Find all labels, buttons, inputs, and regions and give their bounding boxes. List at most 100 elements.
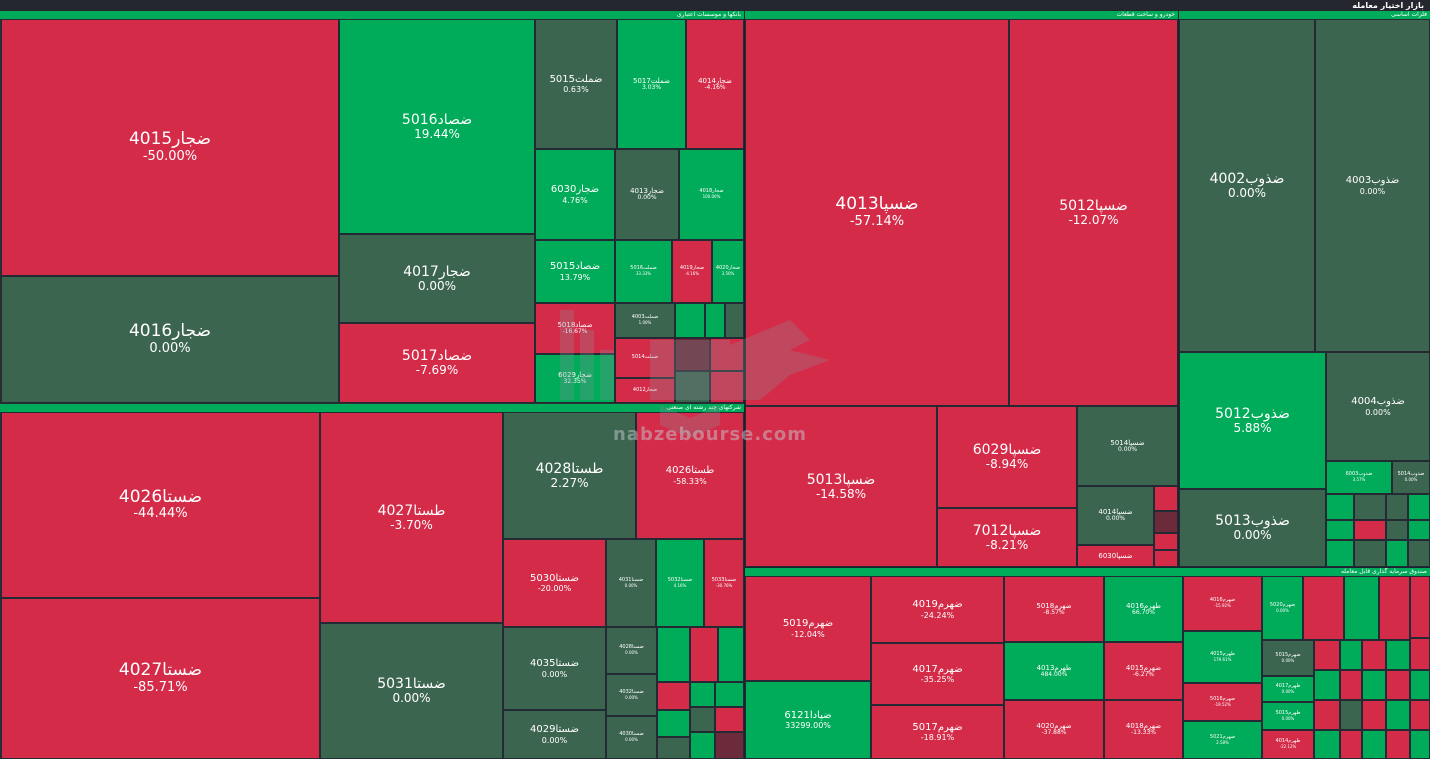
stock-tile[interactable] [1386, 640, 1410, 670]
stock-tile[interactable] [1154, 486, 1178, 511]
stock-tile[interactable] [715, 682, 744, 707]
stock-tile[interactable] [1340, 640, 1362, 670]
stock-tile[interactable] [705, 303, 725, 338]
stock-tile[interactable]: ضجار4016 0.00% [1, 276, 339, 403]
stock-tile[interactable]: ضهرم5021 2.58% [1183, 721, 1262, 759]
stock-tile[interactable]: ضذوب5012 5.88% [1179, 352, 1326, 489]
stock-tile[interactable] [725, 303, 744, 338]
stock-tile[interactable] [1362, 670, 1386, 700]
stock-tile[interactable]: ضجار6030 4.76% [535, 149, 615, 240]
stock-tile[interactable]: ضهرم4019 -24.24% [871, 576, 1004, 643]
stock-tile[interactable]: ضذوب6003 3.57% [1326, 461, 1392, 494]
stock-tile[interactable] [1410, 700, 1430, 730]
stock-tile[interactable] [1326, 520, 1354, 540]
stock-tile[interactable]: ضستا4031 0.00% [606, 539, 656, 627]
stock-tile[interactable] [715, 732, 744, 759]
stock-tile[interactable]: ضصاد5017 -7.69% [339, 323, 535, 403]
stock-tile[interactable]: ضملت5014 [615, 338, 675, 378]
stock-tile[interactable]: ضهرم4018 -13.33% [1104, 700, 1183, 759]
stock-tile[interactable]: ضسپا5013 -14.58% [745, 406, 937, 567]
stock-tile[interactable] [1408, 520, 1430, 540]
stock-tile[interactable] [1386, 494, 1408, 520]
stock-tile[interactable]: ضستا4029 0.00% [503, 710, 606, 759]
stock-tile[interactable] [715, 707, 744, 732]
stock-tile[interactable]: طستا4027 -3.70% [320, 412, 503, 623]
stock-tile[interactable]: طستا4028 2.27% [503, 412, 636, 539]
stock-tile[interactable]: ضجار4020 3.50% [712, 240, 744, 303]
stock-tile[interactable]: ضستا5032 4.16% [656, 539, 704, 627]
stock-tile[interactable]: ضذوب5014 0.00% [1392, 461, 1430, 494]
stock-tile[interactable]: ضسپا6030 [1077, 545, 1154, 567]
stock-tile[interactable]: ضستا5033 -30.76% [704, 539, 744, 627]
stock-tile[interactable]: ضستا4028 0.00% [606, 627, 657, 674]
stock-tile[interactable]: طهرم5015 0.00% [1262, 702, 1314, 730]
stock-tile[interactable] [1154, 511, 1178, 533]
stock-tile[interactable]: ضهرم4015 -6.27% [1104, 642, 1183, 700]
stock-tile[interactable]: ضپادا6121 33299.00% [745, 681, 871, 759]
stock-tile[interactable]: ضصاد5016 19.44% [339, 19, 535, 234]
stock-tile[interactable] [1340, 700, 1362, 730]
stock-tile[interactable]: ضهرم5017 -18.91% [871, 705, 1004, 759]
stock-tile[interactable] [1386, 520, 1408, 540]
stock-tile[interactable] [1326, 540, 1354, 567]
stock-tile[interactable]: ضذوب4003 0.00% [1315, 19, 1430, 352]
stock-tile[interactable] [690, 732, 715, 759]
stock-tile[interactable] [657, 682, 690, 710]
stock-tile[interactable]: طستا4026 -58.33% [636, 412, 744, 539]
stock-tile[interactable]: ضستا4027 -85.71% [1, 598, 320, 759]
stock-tile[interactable] [657, 737, 690, 759]
stock-tile[interactable]: ضستا4026 -44.44% [1, 412, 320, 598]
stock-tile[interactable]: ضذوب5013 0.00% [1179, 489, 1326, 567]
stock-tile[interactable] [1314, 700, 1340, 730]
stock-tile[interactable] [1354, 494, 1386, 520]
stock-tile[interactable] [1386, 670, 1410, 700]
stock-tile[interactable] [1154, 550, 1178, 567]
stock-tile[interactable] [1408, 540, 1430, 567]
stock-tile[interactable] [675, 303, 705, 338]
stock-tile[interactable]: ضجار4015 -50.00% [1, 19, 339, 276]
stock-tile[interactable]: ضسپا5014 0.00% [1077, 406, 1178, 486]
stock-tile[interactable]: ضهرم5019 -12.04% [745, 576, 871, 681]
stock-tile[interactable]: ضستا4030 0.00% [606, 716, 657, 759]
stock-tile[interactable]: ضجار4017 0.00% [339, 234, 535, 323]
stock-tile[interactable]: ضهرم4016 -15.92% [1183, 576, 1262, 631]
stock-tile[interactable] [1408, 494, 1430, 520]
stock-tile[interactable] [1362, 640, 1386, 670]
stock-tile[interactable]: ضصاد5015 13.79% [535, 240, 615, 303]
stock-tile[interactable] [1362, 700, 1386, 730]
stock-tile[interactable]: طهرم4013 484.00% [1004, 642, 1104, 700]
stock-tile[interactable]: ضهرم5018 -8.57% [1004, 576, 1104, 642]
stock-tile[interactable] [1410, 670, 1430, 700]
stock-tile[interactable]: ضسپا5012 -12.07% [1009, 19, 1178, 406]
stock-tile[interactable] [1410, 730, 1430, 759]
stock-tile[interactable]: ضهرم5015 0.00% [1262, 640, 1314, 676]
stock-tile[interactable] [718, 627, 744, 682]
stock-tile[interactable] [1303, 576, 1344, 640]
stock-tile[interactable]: ضذوب4002 0.00% [1179, 19, 1315, 352]
stock-tile[interactable] [710, 338, 744, 371]
stock-tile[interactable] [1386, 700, 1410, 730]
stock-tile[interactable] [1410, 638, 1430, 670]
stock-tile[interactable]: ضجار4019 -4.16% [672, 240, 712, 303]
stock-tile[interactable] [1410, 576, 1430, 638]
stock-tile[interactable]: ضجار4018 100.00% [679, 149, 744, 240]
stock-tile[interactable] [1314, 670, 1340, 700]
stock-tile[interactable] [1340, 670, 1362, 700]
stock-tile[interactable] [690, 627, 718, 682]
stock-tile[interactable]: ضملت5017 3.03% [617, 19, 686, 149]
stock-tile[interactable]: ضملت5015 0.63% [535, 19, 617, 149]
stock-tile[interactable] [1386, 730, 1410, 759]
stock-tile[interactable] [675, 371, 710, 403]
stock-tile[interactable] [1326, 494, 1354, 520]
stock-tile[interactable] [1314, 640, 1340, 670]
stock-tile[interactable] [1379, 576, 1410, 640]
stock-tile[interactable] [657, 627, 690, 682]
stock-tile[interactable]: ضجار4013 0.00% [615, 149, 679, 240]
stock-tile[interactable]: ضهرم5016 -19.52% [1183, 683, 1262, 721]
stock-tile[interactable]: ضجار4012 [615, 378, 675, 403]
stock-tile[interactable]: ضستا4035 0.00% [503, 627, 606, 710]
stock-tile[interactable]: ضسپا7012 -8.21% [937, 508, 1077, 567]
stock-tile[interactable] [1354, 520, 1386, 540]
stock-tile[interactable] [690, 707, 715, 732]
stock-tile[interactable]: ضجار4014 -4.16% [686, 19, 744, 149]
